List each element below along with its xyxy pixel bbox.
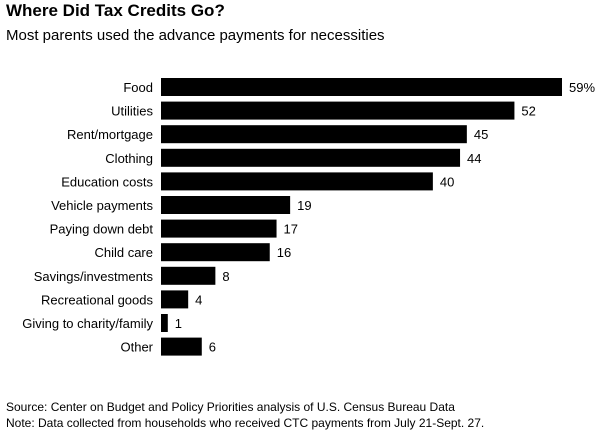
bar xyxy=(161,78,562,96)
bar xyxy=(161,172,433,191)
bar xyxy=(161,101,515,120)
value-label: 19 xyxy=(297,198,311,213)
category-label: Vehicle payments xyxy=(51,198,153,213)
category-label: Rent/mortgage xyxy=(67,127,153,142)
bar xyxy=(161,266,216,285)
category-label: Utilities xyxy=(111,104,153,119)
category-label: Other xyxy=(120,340,153,355)
bar xyxy=(161,196,291,214)
bar xyxy=(161,243,270,262)
value-label: 59% xyxy=(569,80,595,95)
source-note: Source: Center on Budget and Policy Prio… xyxy=(6,400,455,414)
value-label: 17 xyxy=(284,222,298,237)
bar xyxy=(161,314,168,332)
value-label: 4 xyxy=(195,292,202,307)
category-label: Paying down debt xyxy=(50,222,154,237)
value-label: 8 xyxy=(222,269,229,284)
bar xyxy=(161,148,461,167)
value-label: 40 xyxy=(440,174,454,189)
value-label: 52 xyxy=(521,104,535,119)
bar xyxy=(161,219,277,238)
data-note: Note: Data collected from households who… xyxy=(6,416,485,430)
value-label: 45 xyxy=(474,127,488,142)
value-label: 6 xyxy=(209,340,216,355)
chart-subtitle: Most parents used the advance payments f… xyxy=(6,27,385,44)
category-label: Clothing xyxy=(105,151,153,166)
chart-title: Where Did Tax Credits Go? xyxy=(6,1,225,20)
category-label: Recreational goods xyxy=(41,292,154,307)
value-label: 44 xyxy=(467,151,481,166)
value-label: 16 xyxy=(277,245,291,260)
category-label: Food xyxy=(123,80,153,95)
category-label: Education costs xyxy=(61,174,153,189)
category-label: Giving to charity/family xyxy=(22,316,153,331)
category-label: Savings/investments xyxy=(34,269,154,284)
category-label: Child care xyxy=(94,245,153,260)
bar xyxy=(161,337,202,356)
value-label: 1 xyxy=(175,316,182,331)
bar xyxy=(161,125,467,144)
bar xyxy=(161,290,189,309)
